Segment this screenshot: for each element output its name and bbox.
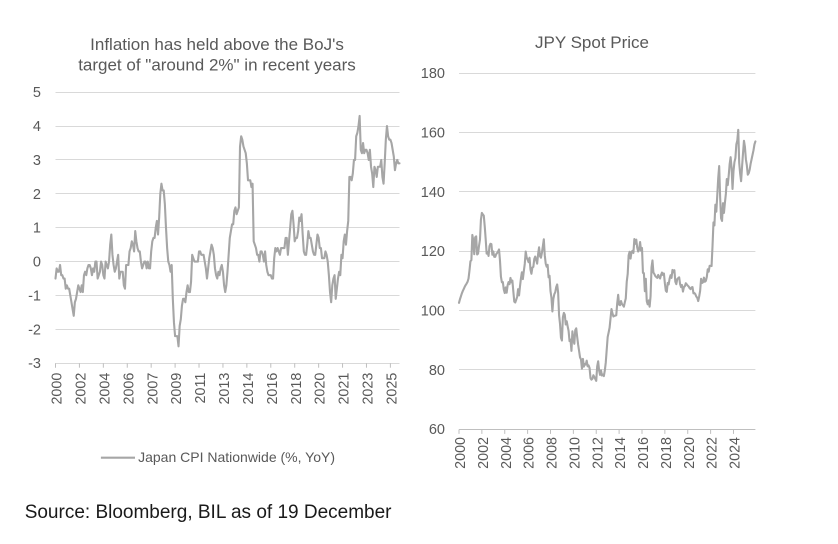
svg-text:2018: 2018	[289, 373, 305, 405]
svg-text:Japan CPI Nationwide (%, YoY): Japan CPI Nationwide (%, YoY)	[138, 449, 335, 465]
svg-text:2007: 2007	[145, 373, 161, 405]
svg-text:Source: Bloomberg, BIL as of 1: Source: Bloomberg, BIL as of 19 December	[25, 502, 392, 523]
svg-text:JPY Spot Price: JPY Spot Price	[535, 33, 649, 52]
svg-text:2011: 2011	[193, 373, 209, 404]
svg-text:2020: 2020	[313, 373, 329, 405]
svg-text:120: 120	[421, 244, 445, 260]
svg-text:80: 80	[429, 363, 445, 379]
svg-text:2002: 2002	[476, 437, 492, 469]
svg-text:4: 4	[33, 119, 41, 135]
svg-text:2025: 2025	[384, 373, 400, 405]
svg-text:2016: 2016	[636, 437, 652, 469]
svg-text:-3: -3	[28, 356, 41, 372]
svg-text:target of "around 2%" in recen: target of "around 2%" in recent years	[78, 55, 356, 74]
svg-text:2: 2	[33, 187, 41, 203]
svg-text:2022: 2022	[705, 437, 721, 469]
svg-text:140: 140	[421, 185, 445, 201]
svg-text:2006: 2006	[522, 437, 538, 469]
svg-text:2000: 2000	[453, 437, 469, 469]
svg-text:-2: -2	[28, 322, 41, 338]
svg-text:5: 5	[33, 85, 41, 101]
svg-text:2004: 2004	[499, 437, 515, 469]
svg-text:2024: 2024	[728, 437, 744, 469]
svg-text:Inflation has held above the B: Inflation has held above the BoJ's	[90, 35, 344, 54]
svg-text:160: 160	[421, 126, 445, 142]
svg-text:2009: 2009	[169, 373, 185, 405]
svg-text:2013: 2013	[217, 373, 233, 405]
svg-text:3: 3	[33, 153, 41, 169]
svg-text:2012: 2012	[590, 437, 606, 469]
svg-text:2002: 2002	[74, 373, 90, 405]
svg-text:2008: 2008	[545, 437, 561, 469]
svg-text:2021: 2021	[337, 373, 353, 405]
svg-text:2014: 2014	[241, 373, 257, 405]
svg-text:-1: -1	[28, 288, 41, 304]
svg-text:2010: 2010	[567, 437, 583, 469]
svg-text:100: 100	[421, 304, 445, 320]
svg-text:2020: 2020	[682, 437, 698, 469]
svg-text:0: 0	[33, 255, 41, 271]
svg-text:2000: 2000	[50, 373, 66, 405]
svg-text:2023: 2023	[361, 373, 377, 405]
svg-text:1: 1	[33, 221, 41, 237]
svg-text:2006: 2006	[121, 373, 137, 405]
svg-text:2016: 2016	[265, 373, 281, 405]
svg-text:180: 180	[421, 66, 445, 82]
svg-text:2004: 2004	[97, 373, 113, 405]
svg-text:2018: 2018	[659, 437, 675, 469]
svg-text:2014: 2014	[613, 437, 629, 469]
svg-text:60: 60	[429, 422, 445, 438]
